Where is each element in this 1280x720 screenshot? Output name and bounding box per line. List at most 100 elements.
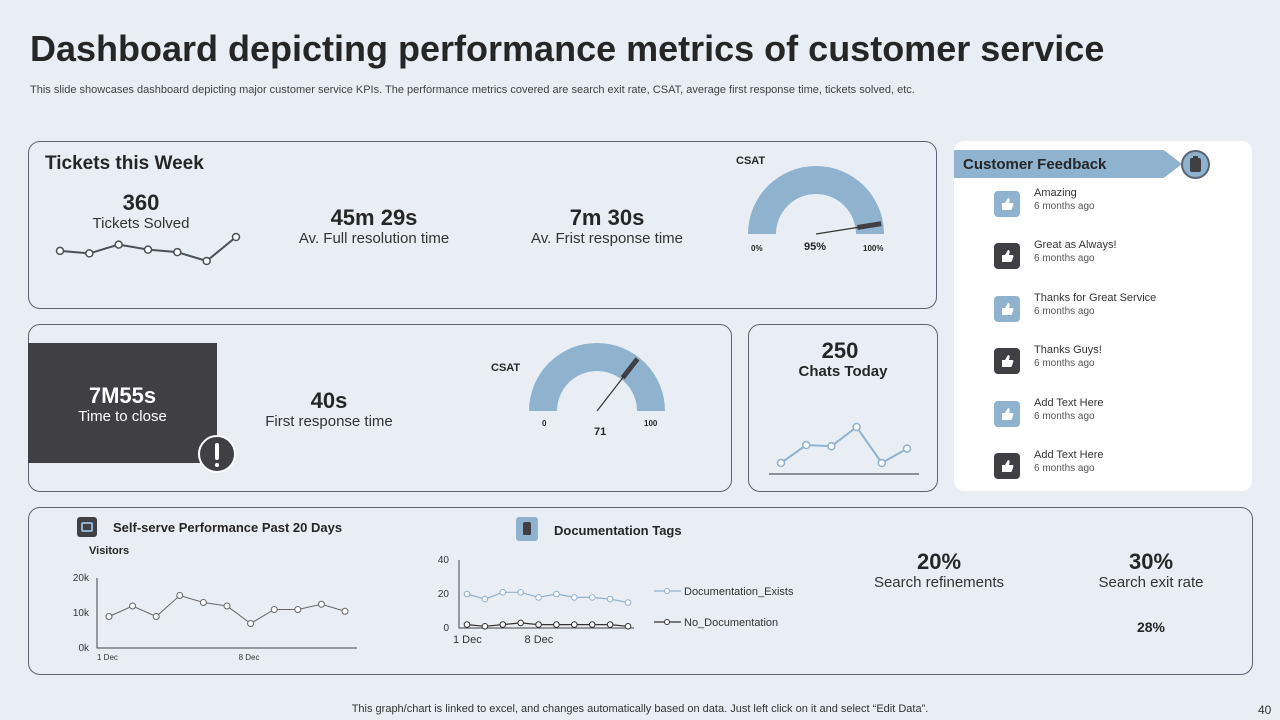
sparkline-line <box>780 425 908 465</box>
search-refinements-value: 20% <box>916 549 962 574</box>
sparkline-point <box>877 458 887 468</box>
feedback-item-time: 6 months ago <box>1034 410 1095 422</box>
doc-series-point <box>499 589 507 596</box>
doc-series-point <box>606 621 614 628</box>
gauge2-min-label: 0 <box>542 419 547 428</box>
thumbs-up-icon <box>994 295 1020 322</box>
chats-sparkline <box>769 422 919 475</box>
gauge2-value-label: 71 <box>594 426 607 438</box>
visitors-chart: 0k 10k 20k 1 Dec 8 Dec <box>73 573 357 662</box>
gauge-needle <box>596 375 625 412</box>
gauge-needle <box>815 226 860 235</box>
time-to-close-label: Time to close <box>78 408 167 425</box>
x-tick-label: 8 Dec <box>525 634 554 646</box>
legend-marker <box>664 619 670 625</box>
tickets-solved-value: 360 <box>122 190 160 215</box>
visitors-point <box>176 592 184 599</box>
doc-series-point <box>624 599 632 606</box>
visitors-chart-title: Visitors <box>89 545 130 557</box>
footer-note: This graph/chart is linked to excel, and… <box>351 703 929 715</box>
gauge-min-label: 0% <box>751 244 763 253</box>
gauge-arc <box>748 166 884 234</box>
doc-series-line <box>466 622 629 627</box>
feedback-item-title: Thanks for Great Service <box>1034 291 1157 304</box>
search-exit-value: 30% <box>1128 549 1174 574</box>
doc-series-point <box>624 623 632 630</box>
search-exit-label: Search exit rate <box>1098 574 1204 591</box>
csat-label: CSAT <box>736 155 766 167</box>
y-tick-label: 10k <box>73 608 90 619</box>
time-to-close-value: 7M55s <box>88 383 157 408</box>
self-serve-icon <box>77 517 97 537</box>
visitors-point <box>317 600 325 608</box>
feedback-item-time: 6 months ago <box>1034 358 1095 370</box>
doc-series-point <box>535 621 542 628</box>
doc-series-point <box>588 594 596 601</box>
feedback-item-title: Add Text Here <box>1034 396 1104 409</box>
doc-series-point <box>606 595 614 603</box>
feedback-item-title: Great as Always! <box>1034 239 1117 252</box>
thumbs-up-icon <box>994 191 1020 217</box>
doc-series-point <box>517 619 524 627</box>
legend-label: Documentation_Exists <box>684 586 794 598</box>
time-to-close-panel: 7M55s Time to close 40s First response t… <box>28 324 732 492</box>
sparkline-point <box>114 240 123 249</box>
doc-series-point <box>463 590 471 598</box>
visitors-point <box>152 613 160 620</box>
feedback-title: Customer Feedback <box>963 156 1107 173</box>
sparkline-point <box>143 245 153 254</box>
feedback-item: Add Text Here 6 months ago <box>994 397 1254 437</box>
feedback-item: Amazing 6 months ago <box>994 187 1254 227</box>
y-tick-label: 0k <box>78 643 90 654</box>
feedback-item-time: 6 months ago <box>1034 463 1095 474</box>
x-tick-label: 1 Dec <box>453 634 482 646</box>
sparkline-point <box>852 422 861 432</box>
y-tick-label: 20 <box>438 589 450 600</box>
bottom-panel: Self-serve Performance Past 20 Days Visi… <box>28 507 1253 675</box>
x-tick-label: 1 Dec <box>97 653 118 662</box>
y-tick-label: 40 <box>438 555 450 566</box>
doc-axis <box>458 560 634 629</box>
chats-panel: 250 Chats Today <box>748 324 938 492</box>
csat-label-2: CSAT <box>491 362 521 374</box>
legend-marker <box>664 588 670 594</box>
sparkline-point <box>231 232 241 242</box>
extra-percentage: 28% <box>1136 619 1166 635</box>
visitors-point <box>294 606 302 613</box>
feedback-item-time: 6 months ago <box>1034 305 1095 317</box>
tickets-panel-title: Tickets this Week <box>45 153 204 174</box>
y-tick-label: 20k <box>73 573 90 584</box>
tickets-panel: Tickets this Week 360 Tickets Solved 45m… <box>28 141 937 309</box>
resolution-time-value: 45m 29s <box>330 205 418 230</box>
thumbs-up-icon <box>994 243 1020 270</box>
doc-series-point <box>481 595 489 603</box>
sparkline-point <box>173 247 182 257</box>
doc-series-point <box>517 589 524 596</box>
visitors-point <box>341 607 349 615</box>
tickets-sparkline <box>55 232 241 266</box>
gauge2-max-label: 100 <box>644 419 658 428</box>
doc-series-point <box>571 594 578 601</box>
visitors-point <box>129 602 137 610</box>
page-number: 40 <box>1258 703 1272 717</box>
tickets-solved-label: Tickets Solved <box>92 215 190 232</box>
documentation-icon <box>516 517 538 541</box>
doc-series-point <box>571 621 578 628</box>
page-subtitle: This slide showcases dashboard depicting… <box>30 84 915 96</box>
feedback-item-time: 6 months ago <box>1034 253 1095 265</box>
doc-series-point <box>481 623 489 630</box>
visitors-point <box>270 606 278 613</box>
feedback-item: Thanks for Great Service 6 months ago <box>994 292 1254 332</box>
chats-value: 250 <box>821 338 859 363</box>
visitors-axis <box>96 578 357 649</box>
feedback-item: Add Text Here 6 months ago <box>994 449 1254 489</box>
sparkline-point <box>902 444 912 453</box>
doc-series-point <box>499 621 507 628</box>
search-refinements-label: Search refinements <box>873 574 1005 591</box>
thumbs-up-icon <box>994 400 1020 427</box>
first-response-value: 7m 30s <box>569 205 645 230</box>
feedback-item: Thanks Guys! 6 months ago <box>994 344 1254 384</box>
sparkline-point <box>801 440 811 450</box>
doc-series-point <box>588 621 596 628</box>
sparkline-point <box>827 441 836 451</box>
